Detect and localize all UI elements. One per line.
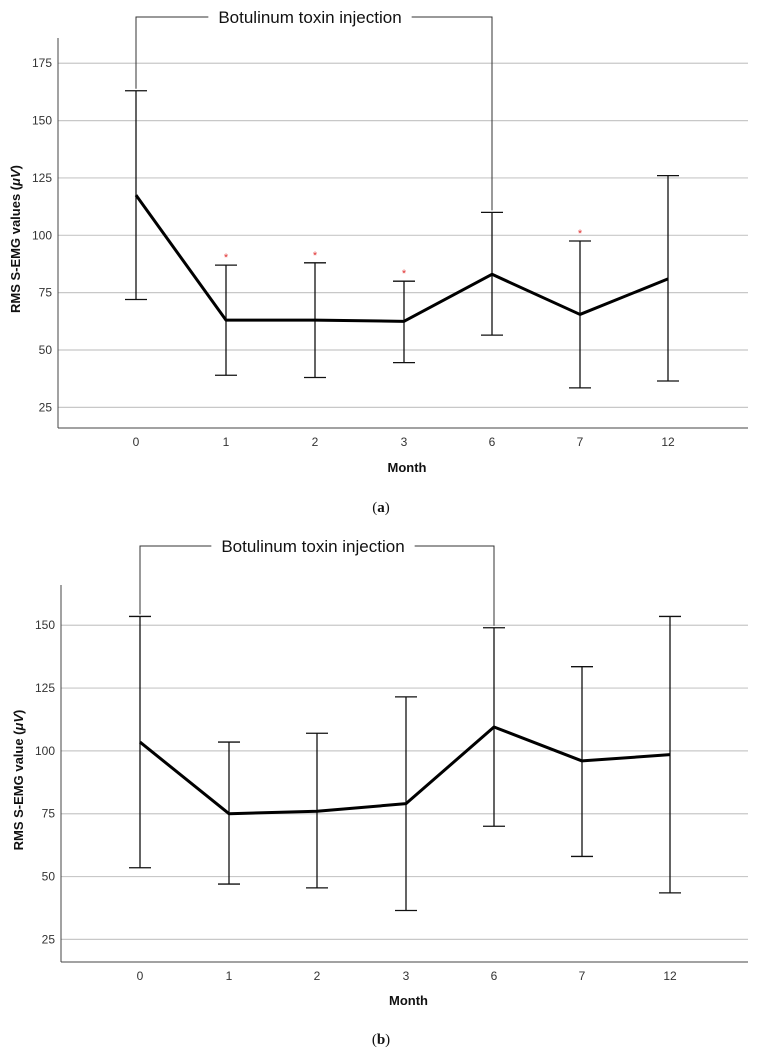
x-axis-title: Month bbox=[388, 460, 427, 475]
chart-panel-b: 25 50 75 100 125 150 0 1 2 3 6 7 12 Month RMS S-EMG va… bbox=[0, 528, 762, 1058]
x-tick-label: 7 bbox=[579, 969, 586, 983]
annotation-label: Botulinum toxin injection bbox=[218, 8, 401, 27]
y-axis-title-unit: μV bbox=[8, 168, 23, 187]
y-tick-label: 175 bbox=[32, 56, 52, 70]
y-tick-label: 150 bbox=[35, 618, 55, 632]
y-tick-label: 100 bbox=[32, 228, 52, 242]
annotation-bracket-right bbox=[414, 545, 495, 626]
y-tick-label: 100 bbox=[35, 744, 55, 758]
chart-panel-a: 25 50 75 100 125 150 175 0 1 2 3 6 7 12 Month RMS S-EMG… bbox=[0, 0, 762, 528]
caption-b: (b) bbox=[371, 1032, 391, 1048]
y-tick-label: 75 bbox=[42, 807, 56, 821]
x-axis-title: Month bbox=[389, 993, 428, 1008]
y-tick-label: 25 bbox=[42, 932, 56, 946]
x-tick-label: 6 bbox=[491, 969, 498, 983]
significance-marker: * bbox=[224, 252, 229, 264]
significance-marker: * bbox=[313, 250, 318, 262]
annotation-bracket-right bbox=[411, 16, 493, 211]
x-tick-label: 12 bbox=[663, 969, 677, 983]
y-tick-label: 150 bbox=[32, 114, 52, 128]
y-axis-title: RMS S-EMG value (μV) bbox=[11, 710, 26, 851]
mean-line bbox=[139, 725, 671, 816]
y-axis-title-text: RMS S-EMG values ( bbox=[8, 185, 23, 313]
y-axis-title-text: RMS S-EMG value ( bbox=[11, 730, 26, 851]
x-tick-label: 1 bbox=[226, 969, 233, 983]
x-tick-label: 3 bbox=[401, 435, 408, 449]
y-tick-label: 50 bbox=[39, 343, 53, 357]
x-tick-label: 3 bbox=[403, 969, 410, 983]
significance-marker: * bbox=[402, 268, 407, 280]
x-tick-label: 7 bbox=[577, 435, 584, 449]
y-tick-label: 125 bbox=[35, 681, 55, 695]
x-tick-label: 12 bbox=[661, 435, 675, 449]
y-axis-title-unit: μV bbox=[11, 713, 26, 732]
significance-marker: * bbox=[578, 228, 583, 240]
x-tick-label: 2 bbox=[314, 969, 321, 983]
y-tick-label: 50 bbox=[42, 870, 56, 884]
annotation-bracket-left bbox=[139, 545, 212, 615]
caption-a: (a) bbox=[372, 500, 390, 516]
y-axis-title: RMS S-EMG values (μV) bbox=[8, 165, 23, 313]
y-axis-title-close: ) bbox=[8, 165, 23, 169]
annotation-bracket-left bbox=[135, 16, 209, 89]
y-tick-label: 125 bbox=[32, 171, 52, 185]
y-axis-title-close: ) bbox=[11, 710, 26, 714]
x-tick-label: 0 bbox=[137, 969, 144, 983]
y-tick-label: 25 bbox=[39, 400, 53, 414]
annotation-label: Botulinum toxin injection bbox=[221, 537, 404, 556]
x-tick-label: 2 bbox=[312, 435, 319, 449]
x-tick-label: 6 bbox=[489, 435, 496, 449]
x-tick-label: 1 bbox=[223, 435, 230, 449]
y-tick-label: 75 bbox=[39, 286, 53, 300]
x-tick-label: 0 bbox=[133, 435, 140, 449]
mean-line bbox=[134, 194, 669, 323]
